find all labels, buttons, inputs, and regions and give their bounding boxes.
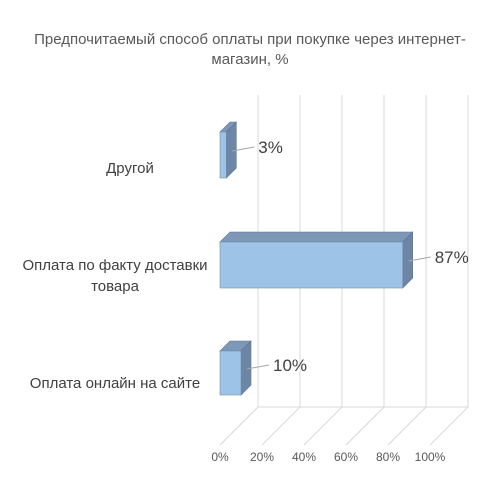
x-tick-label: 100% bbox=[415, 450, 446, 464]
x-tick-label: 40% bbox=[292, 450, 316, 464]
data-label-leader bbox=[408, 256, 431, 262]
data-label: 3% bbox=[258, 138, 283, 157]
gridline-floor bbox=[303, 406, 343, 446]
gridline-floor bbox=[387, 406, 427, 446]
data-label: 87% bbox=[435, 248, 469, 267]
bar-top-face bbox=[219, 231, 414, 243]
gridline-floor bbox=[219, 406, 259, 446]
data-label-leader bbox=[232, 146, 255, 152]
gridline-floor bbox=[345, 406, 385, 446]
category-label-other: Другой bbox=[106, 160, 154, 177]
gridline-floor bbox=[261, 406, 301, 446]
bar bbox=[219, 241, 403, 289]
x-tick-label: 20% bbox=[250, 450, 274, 464]
x-tick-label: 0% bbox=[211, 450, 229, 464]
data-label: 10% bbox=[273, 356, 307, 375]
bar-side-face bbox=[240, 340, 252, 396]
data-label-leader bbox=[246, 364, 270, 370]
bar bbox=[219, 350, 242, 396]
x-tick-label: 80% bbox=[376, 450, 400, 464]
bar bbox=[219, 131, 227, 179]
category-label-cash-on-delivery: Оплата по факту доставки товара bbox=[22, 257, 208, 295]
bar-side-face bbox=[402, 231, 414, 289]
chart-title: Предпочитаемый способ оплаты при покупке… bbox=[34, 31, 466, 68]
bar-side-face bbox=[226, 121, 237, 179]
x-tick-label: 60% bbox=[334, 450, 358, 464]
gridline-floor bbox=[429, 406, 469, 446]
category-label-online-payment: Оплата онлайн на сайте bbox=[29, 375, 201, 392]
